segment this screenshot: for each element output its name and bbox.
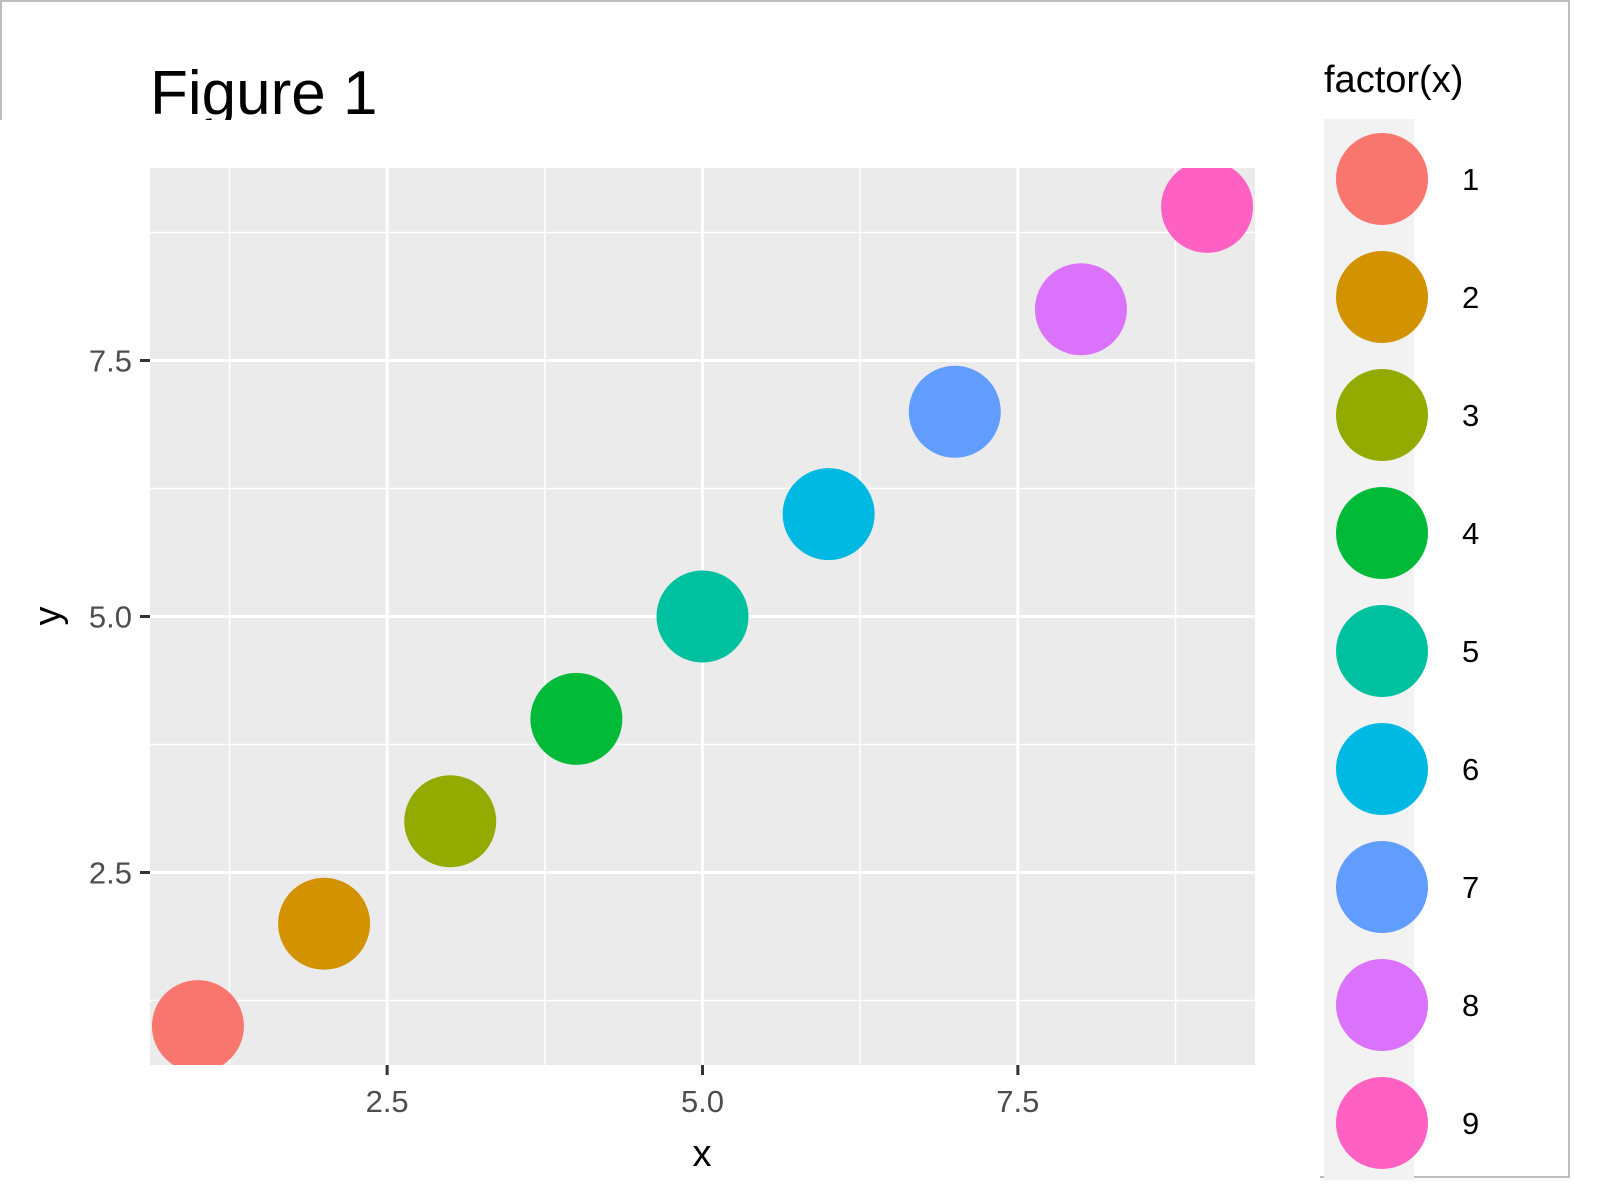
legend-label-5: 5 [1462,634,1479,669]
x-axis-area [0,1065,1320,1200]
legend-title: factor(x) [1324,59,1463,101]
legend-key-7 [1336,841,1428,933]
y-axis-area [0,120,150,1120]
data-points [151,160,1254,1073]
legend-label-6: 6 [1462,752,1479,787]
x-axis: 2.5 5.0 7.5 [366,1065,1039,1119]
data-point-6 [782,468,875,561]
data-point-4 [530,672,623,765]
x-tick-label: 5.0 [681,1084,724,1119]
legend-key-4 [1336,487,1428,579]
legend-key-8 [1336,959,1428,1051]
legend-key-2 [1336,251,1428,343]
legend-items: 1 2 3 4 5 6 7 8 9 [1336,133,1479,1169]
top-margin [0,120,1320,168]
legend-label-9: 9 [1462,1106,1479,1141]
legend-key-3 [1336,369,1428,461]
x-tick-label: 7.5 [996,1084,1039,1119]
legend-key-6 [1336,723,1428,815]
major-gridlines [150,168,1255,1065]
data-point-7 [908,365,1001,458]
legend: factor(x) 1 2 3 4 5 6 7 8 9 [1324,59,1479,1180]
legend-label-4: 4 [1462,516,1479,551]
legend-label-7: 7 [1462,870,1479,905]
data-point-8 [1034,263,1127,356]
legend-label-2: 2 [1462,280,1479,315]
data-point-5 [656,570,749,663]
y-tick-label: 5.0 [89,600,132,635]
data-point-9 [1161,160,1254,253]
y-tick-label: 7.5 [89,344,132,379]
legend-label-1: 1 [1462,162,1479,197]
data-point-1 [151,980,244,1073]
y-tick-label: 2.5 [89,855,132,890]
legend-label-3: 3 [1462,398,1479,433]
legend-label-8: 8 [1462,988,1479,1023]
legend-key-1 [1336,133,1428,225]
y-axis: 2.5 5.0 7.5 [89,344,150,890]
x-axis-label: x [693,1133,712,1175]
right-margin [1255,120,1324,1120]
chart-title: Figure 1 [150,59,377,128]
data-point-3 [404,775,497,868]
legend-key-9 [1336,1077,1428,1169]
y-axis-label: y [27,607,69,626]
legend-key-5 [1336,605,1428,697]
data-point-2 [278,877,371,970]
x-tick-label: 2.5 [366,1084,409,1119]
